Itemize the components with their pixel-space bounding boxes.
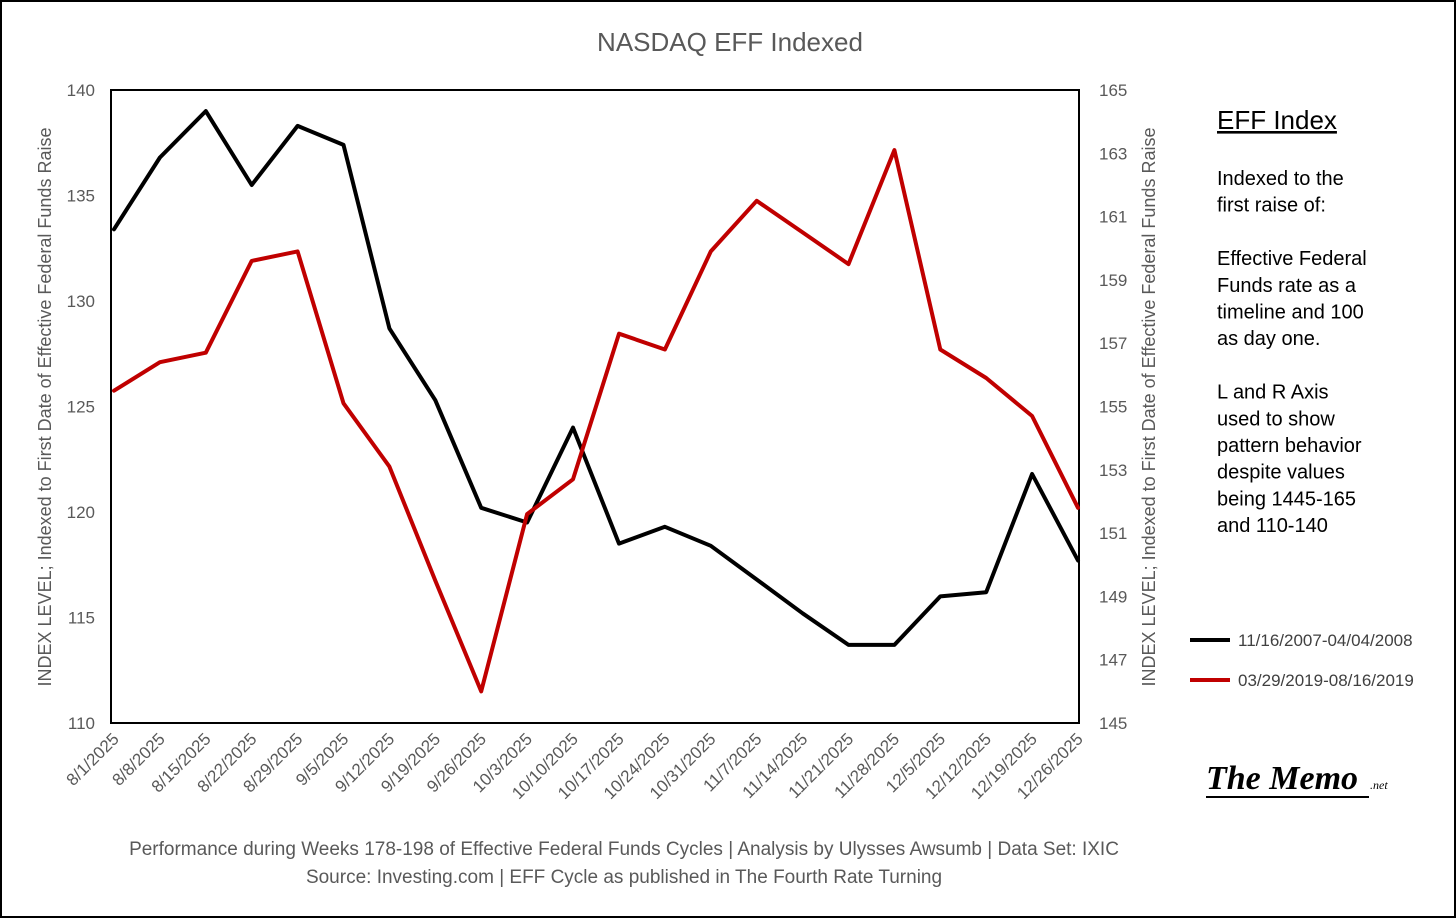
chart-title: NASDAQ EFF Indexed (597, 27, 863, 57)
the-memo-logo: The Memo .net (1206, 760, 1388, 798)
side-panel-line: L and R Axis (1217, 382, 1329, 404)
legend-label: 11/16/2007-04/04/2008 (1238, 631, 1413, 650)
side-panel-line: Indexed to the (1217, 168, 1344, 190)
side-panel-line: used to show (1217, 408, 1335, 430)
y-axis-right-title: INDEX LEVEL; Indexed to First Date of Ef… (1139, 128, 1159, 687)
y-right-tick-label: 147 (1099, 651, 1127, 670)
series-layer (112, 109, 1080, 694)
plot-area (110, 89, 1080, 724)
y-left-tick-label: 115 (68, 609, 95, 628)
y-right-tick-label: 153 (1099, 461, 1127, 480)
side-panel-line: and 110-140 (1217, 515, 1328, 537)
footer-line-1: Performance during Weeks 178-198 of Effe… (129, 839, 1119, 860)
series-line (112, 148, 1080, 694)
side-panel-line: being 1445-165 (1217, 488, 1356, 510)
y-left-tick-label: 120 (67, 503, 95, 522)
y-left-tick-label: 130 (67, 292, 95, 311)
legend-label: 03/29/2019-08/16/2019 (1238, 671, 1414, 690)
y-right-tick-label: 157 (1099, 334, 1127, 353)
side-panel-heading: EFF Index (1217, 105, 1337, 135)
left-axis: 110 115 120 125 130 135 140 (67, 81, 95, 733)
right-axis: 145 147 149 151 153 155 157 159 161 163 165 (1099, 81, 1127, 733)
series-line (112, 109, 1080, 647)
y-right-tick-label: 149 (1099, 587, 1127, 606)
side-panel-line: timeline and 100 (1217, 302, 1364, 324)
side-panel-notes: Indexed to the first raise of: Effective F… (1217, 168, 1367, 537)
side-panel-line: first raise of: (1217, 195, 1326, 217)
side-panel-line: despite values (1217, 462, 1345, 484)
y-axis-left-title: INDEX LEVEL; Indexed to First Date of Ef… (35, 128, 55, 687)
y-right-tick-label: 155 (1099, 398, 1127, 417)
y-left-tick-label: 140 (67, 81, 95, 100)
logo-suffix: .net (1370, 778, 1388, 792)
y-right-tick-label: 165 (1099, 81, 1127, 100)
side-panel-line: Effective Federal (1217, 248, 1367, 270)
y-right-tick-label: 159 (1099, 271, 1127, 290)
footer-line-2: Source: Investing.com | EFF Cycle as pub… (306, 867, 942, 888)
logo-main: The Memo (1206, 760, 1358, 797)
y-left-tick-label: 135 (67, 187, 95, 206)
y-right-tick-label: 163 (1099, 144, 1127, 163)
y-right-tick-label: 145 (1099, 714, 1127, 733)
side-panel-line: pattern behavior (1217, 435, 1362, 457)
y-left-tick-label: 110 (68, 714, 95, 733)
x-axis: 8/1/20258/8/20258/15/20258/22/20258/29/2… (63, 729, 1087, 803)
y-right-tick-label: 161 (1099, 208, 1127, 227)
side-panel-line: Funds rate as a (1217, 275, 1357, 297)
side-panel-line: as day one. (1217, 328, 1320, 350)
y-left-tick-label: 125 (67, 398, 95, 417)
legend: 11/16/2007-04/04/2008 03/29/2019-08/16/20… (1190, 631, 1414, 690)
y-right-tick-label: 151 (1099, 524, 1127, 543)
